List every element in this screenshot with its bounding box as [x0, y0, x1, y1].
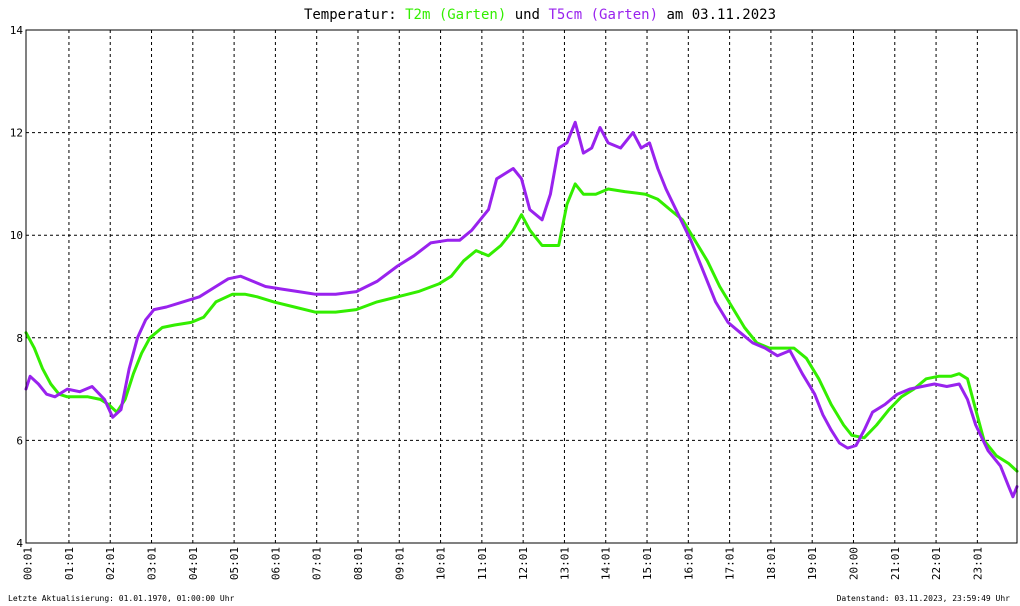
y-tick-label: 6 — [16, 434, 23, 447]
footer-last-update: Letzte Aktualisierung: 01.01.1970, 01:00… — [8, 594, 235, 603]
x-tick-label: 07:01 — [311, 547, 324, 580]
y-tick-label: 10 — [10, 229, 23, 242]
x-tick-label: 23:01 — [971, 547, 984, 580]
y-tick-label: 14 — [10, 24, 24, 37]
x-tick-label: 01:01 — [63, 547, 76, 580]
x-tick-label: 08:01 — [352, 547, 365, 580]
x-tick-label: 13:01 — [558, 547, 571, 580]
x-tick-label: 06:01 — [269, 547, 282, 580]
x-tick-label: 09:01 — [393, 547, 406, 580]
x-tick-label: 14:01 — [600, 547, 613, 580]
x-tick-label: 21:01 — [889, 547, 902, 580]
x-tick-label: 16:01 — [682, 547, 695, 580]
x-tick-label: 20:00 — [847, 547, 860, 580]
y-tick-label: 8 — [16, 332, 23, 345]
x-tick-label: 04:01 — [187, 547, 200, 580]
x-tick-label: 05:01 — [228, 547, 241, 580]
x-axis-ticks: 00:01 01:01 02:01 03:01 04:01 05:01 06:01 07:01… — [22, 547, 985, 580]
x-tick-label: 12:01 — [517, 547, 530, 580]
x-tick-label: 11:01 — [476, 547, 489, 580]
x-tick-label: 22:01 — [930, 547, 943, 580]
title-series2: T5cm (Garten) — [548, 7, 658, 23]
series-line-t2m — [24, 182, 1019, 473]
x-tick-label: 10:01 — [435, 547, 448, 580]
x-tick-label: 19:01 — [806, 547, 819, 580]
y-tick-label: 4 — [16, 537, 23, 550]
data-series — [24, 120, 1019, 499]
title-conjunction: und — [515, 7, 540, 23]
footer-data-status: Datenstand: 03.11.2023, 23:59:49 Uhr — [837, 594, 1011, 603]
x-tick-label: 17:01 — [724, 547, 737, 580]
title-date: am 03.11.2023 — [666, 7, 776, 23]
chart-title: Temperatur: T2m (Garten) und T5cm (Garte… — [304, 7, 776, 23]
x-tick-label: 02:01 — [104, 547, 117, 580]
x-tick-label: 00:01 — [22, 547, 35, 580]
plot-frame — [25, 29, 1018, 544]
y-axis-ticks: 4 6 8 10 12 14 — [10, 24, 24, 550]
x-tick-label: 03:01 — [146, 547, 159, 580]
title-series1: T2m (Garten) — [405, 7, 506, 23]
title-prefix: Temperatur: — [304, 7, 397, 23]
x-tick-label: 15:01 — [641, 547, 654, 580]
grid-lines — [26, 30, 1017, 543]
y-tick-label: 12 — [10, 127, 23, 140]
series-line-t5cm — [24, 120, 1019, 499]
x-tick-label: 18:01 — [765, 547, 778, 580]
